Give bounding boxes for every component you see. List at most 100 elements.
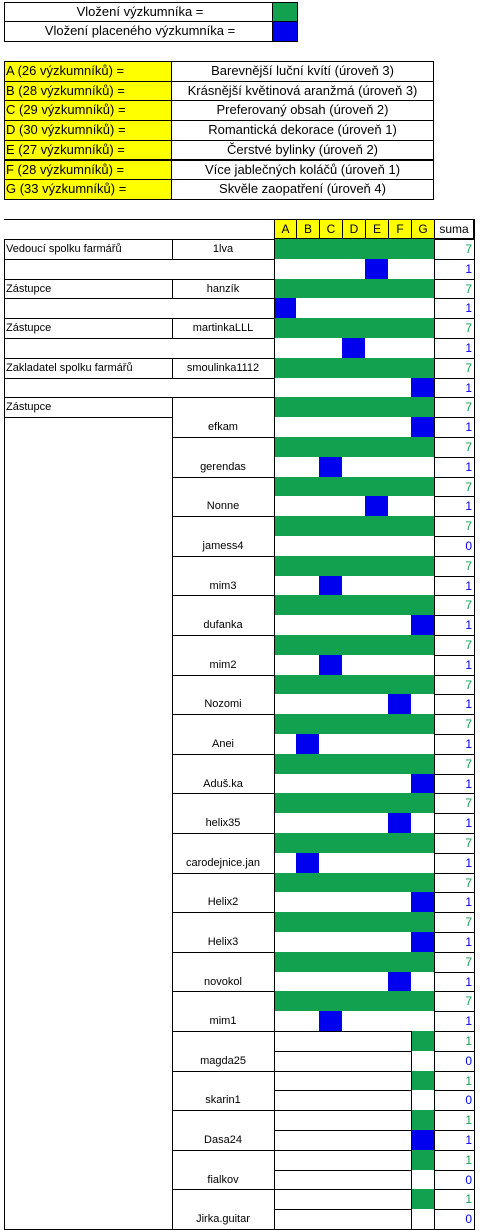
research-cell-filled: [411, 833, 435, 854]
research-cell-filled: [411, 872, 435, 894]
research-cell-filled: [342, 357, 366, 379]
research-cell-filled: [388, 635, 412, 656]
research-name-label: Barevnější luční kvítí (úroveň 3): [211, 63, 394, 78]
sum-divider: [434, 1209, 474, 1211]
sum-researchers: 7: [465, 321, 472, 336]
research-name-label: Více jablečných koláčů (úroveň 1): [204, 161, 401, 177]
member-role: Zástupce: [6, 322, 52, 335]
research-cell-filled: [342, 476, 366, 498]
legend-divider: [4, 21, 298, 22]
sum-researchers: 7: [465, 717, 472, 732]
paid-cell-empty: [411, 1050, 435, 1072]
sum-researchers: 7: [465, 677, 472, 692]
research-cell-filled: [365, 476, 389, 498]
blank-cell: [4, 338, 275, 359]
paid-cell-empty: [342, 615, 366, 636]
paid-cell-empty: [411, 496, 435, 518]
sum-researchers: 1: [465, 1034, 472, 1048]
member-name: jamess4: [202, 540, 244, 552]
research-cell-filled: [365, 674, 389, 696]
research-cell-filled: [342, 516, 366, 537]
research-name-label: Čerstvé bylinky (úroveň 2): [227, 141, 378, 157]
column-header-d: D: [342, 219, 366, 239]
research-cell-filled: [319, 397, 343, 419]
research-code-label: E (27 výzkumníků) =: [6, 141, 125, 157]
blank-cell: [4, 377, 275, 399]
sum-divider: [434, 694, 474, 696]
member-name: magda25: [200, 1054, 246, 1067]
research-cell-filled: [319, 912, 343, 933]
legend-box: [4, 2, 298, 42]
paid-cell-empty: [296, 615, 320, 636]
member-name: mim1: [209, 1015, 237, 1028]
paid-cell-empty: [342, 536, 366, 557]
paid-cell-empty: [388, 654, 412, 676]
research-cell-filled: [274, 595, 297, 617]
paid-cell-empty: [411, 298, 435, 320]
legend-divider: [272, 2, 273, 42]
member-name: fialkov: [207, 1173, 239, 1186]
paid-cell-empty: [411, 1090, 435, 1112]
paid-cell-empty: [388, 456, 412, 478]
research-cell-filled: [319, 476, 343, 498]
research-cell-filled: [388, 714, 412, 735]
research-cell-filled: [274, 753, 297, 775]
paid-cell-empty: [388, 852, 412, 874]
paid-cell-empty: [388, 932, 412, 953]
sum-researchers: 1: [465, 1192, 472, 1207]
table-top-border: [4, 219, 274, 220]
research-cell-filled: [319, 278, 343, 300]
sum-paid: 1: [465, 895, 472, 910]
research-cell-filled: [388, 278, 412, 300]
member-name: 1lva: [212, 243, 234, 255]
research-cell-filled: [274, 714, 297, 735]
sum-researchers: 7: [465, 994, 472, 1009]
paid-cell-empty: [296, 338, 320, 359]
sum-researchers: 1: [465, 1152, 472, 1167]
paid-cell-filled: [411, 1130, 435, 1151]
paid-cell-empty: [274, 338, 297, 359]
sum-divider: [434, 991, 474, 993]
research-cell-filled: [388, 595, 412, 617]
paid-cell-filled: [411, 615, 435, 636]
member-name: hanzík: [206, 282, 240, 295]
paid-cell-empty: [274, 536, 297, 557]
paid-cell-empty: [319, 852, 343, 874]
research-cell-filled: [342, 793, 366, 815]
sum-divider: [434, 595, 474, 597]
paid-cell-empty: [388, 575, 412, 597]
research-cell-filled: [319, 635, 343, 656]
paid-cell-empty: [365, 734, 389, 755]
sum-divider: [434, 397, 474, 399]
sum-researchers: 7: [465, 756, 472, 771]
sum-paid: 1: [465, 341, 472, 355]
paid-cell-empty: [365, 575, 389, 597]
partial-row-box: [274, 1169, 412, 1191]
member-name: dufanka: [203, 619, 243, 632]
partial-row-box: [274, 1149, 412, 1171]
sum-divider: [434, 496, 474, 498]
partial-row-box: [274, 1031, 412, 1052]
research-cell-filled: [274, 793, 297, 815]
paid-cell-empty: [388, 496, 412, 518]
paid-cell-empty: [365, 1011, 389, 1032]
research-cell-filled: [411, 1110, 435, 1131]
member-name: efkam: [208, 421, 238, 434]
sum-divider: [434, 615, 474, 617]
research-cell-filled: [342, 239, 366, 260]
paid-cell-empty: [296, 773, 320, 795]
sum-divider: [434, 278, 474, 280]
sum-paid: 1: [465, 301, 472, 316]
research-cell-filled: [365, 278, 389, 300]
research-cell-filled: [274, 872, 297, 894]
research-cell-filled: [274, 397, 297, 419]
paid-cell-filled: [274, 298, 297, 320]
member-name: smoulinka1112: [186, 361, 260, 374]
paid-cell-empty: [365, 813, 389, 834]
research-name-label: Krásnější květinová aranžmá (úroveň 3): [187, 82, 418, 98]
research-cell-filled: [296, 793, 320, 815]
paid-cell-empty: [411, 813, 435, 834]
paid-cell-empty: [274, 377, 297, 399]
sum-divider: [434, 773, 474, 775]
research-cell-filled: [388, 674, 412, 696]
